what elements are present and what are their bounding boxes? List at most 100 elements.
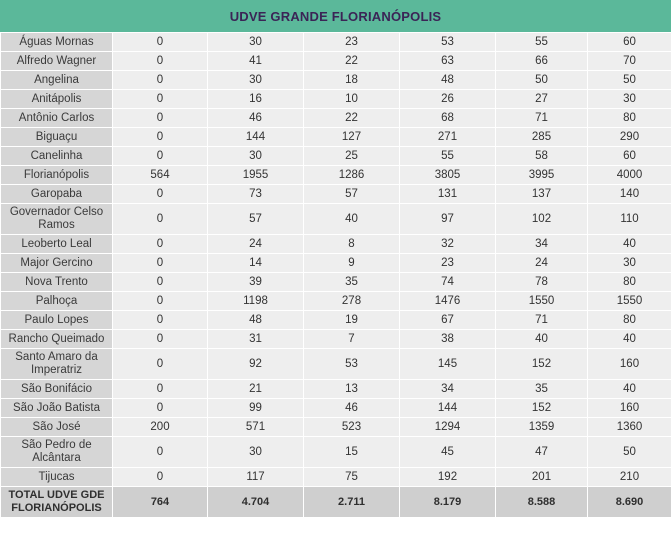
value-cell: 30 <box>207 32 304 52</box>
value-cell: 285 <box>495 127 588 147</box>
value-cell: 41 <box>207 51 304 71</box>
value-cell: 22 <box>303 108 400 128</box>
value-cell: 26 <box>399 89 496 109</box>
total-label-cell: TOTAL UDVE GDE FLORIANÓPOLIS <box>0 486 113 518</box>
value-cell: 48 <box>207 310 304 330</box>
value-cell: 152 <box>495 398 588 418</box>
value-cell: 0 <box>112 291 208 311</box>
value-cell: 0 <box>112 310 208 330</box>
value-cell: 40 <box>495 329 588 349</box>
municipality-name-cell: Major Gercino <box>0 253 113 273</box>
table-row: Governador Celso Ramos 0 57 40 97 102 110 <box>0 203 671 235</box>
value-cell: 34 <box>495 234 588 254</box>
municipality-name-cell: Nova Trento <box>0 272 113 292</box>
table-row: Rancho Queimado 0 31 7 38 40 40 <box>0 329 671 349</box>
value-cell: 1198 <box>207 291 304 311</box>
table-row: Santo Amaro da Imperatriz 0 92 53 145 152 160 <box>0 348 671 380</box>
value-cell: 564 <box>112 165 208 185</box>
value-cell: 30 <box>207 70 304 90</box>
value-cell: 63 <box>399 51 496 71</box>
value-cell: 46 <box>303 398 400 418</box>
municipality-name-cell: Paulo Lopes <box>0 310 113 330</box>
municipality-name-cell: Antônio Carlos <box>0 108 113 128</box>
value-cell: 0 <box>112 51 208 71</box>
table-row: Alfredo Wagner 0 41 22 63 66 70 <box>0 51 671 71</box>
table-row: Major Gercino 0 14 9 23 24 30 <box>0 253 671 273</box>
value-cell: 80 <box>587 108 671 128</box>
value-cell: 0 <box>112 272 208 292</box>
value-cell: 35 <box>495 379 588 399</box>
value-cell: 50 <box>587 70 671 90</box>
value-cell: 45 <box>399 436 496 468</box>
value-cell: 25 <box>303 146 400 166</box>
municipality-name-cell: Rancho Queimado <box>0 329 113 349</box>
table-row: Leoberto Leal 0 24 8 32 34 40 <box>0 234 671 254</box>
value-cell: 0 <box>112 70 208 90</box>
municipality-name-cell: São João Batista <box>0 398 113 418</box>
value-cell: 48 <box>399 70 496 90</box>
value-cell: 27 <box>495 89 588 109</box>
value-cell: 0 <box>112 436 208 468</box>
value-cell: 9 <box>303 253 400 273</box>
value-cell: 60 <box>587 32 671 52</box>
value-cell: 201 <box>495 467 588 487</box>
value-cell: 0 <box>112 108 208 128</box>
total-value-cell: 8.179 <box>399 486 496 518</box>
value-cell: 1476 <box>399 291 496 311</box>
value-cell: 40 <box>587 329 671 349</box>
table-row: Paulo Lopes 0 48 19 67 71 80 <box>0 310 671 330</box>
value-cell: 78 <box>495 272 588 292</box>
table-row: Canelinha 0 30 25 55 58 60 <box>0 146 671 166</box>
municipality-name-cell: Canelinha <box>0 146 113 166</box>
value-cell: 23 <box>303 32 400 52</box>
value-cell: 58 <box>495 146 588 166</box>
value-cell: 68 <box>399 108 496 128</box>
value-cell: 16 <box>207 89 304 109</box>
value-cell: 571 <box>207 417 304 437</box>
value-cell: 131 <box>399 184 496 204</box>
value-cell: 39 <box>207 272 304 292</box>
value-cell: 0 <box>112 467 208 487</box>
total-row: TOTAL UDVE GDE FLORIANÓPOLIS 764 4.704 2.71… <box>0 486 671 518</box>
value-cell: 140 <box>587 184 671 204</box>
table-row: São Pedro de Alcântara 0 30 15 45 47 50 <box>0 436 671 468</box>
total-value-cell: 4.704 <box>207 486 304 518</box>
value-cell: 22 <box>303 51 400 71</box>
value-cell: 47 <box>495 436 588 468</box>
value-cell: 0 <box>112 127 208 147</box>
value-cell: 160 <box>587 348 671 380</box>
municipality-name-cell: Anitápolis <box>0 89 113 109</box>
table-row: Antônio Carlos 0 46 22 68 71 80 <box>0 108 671 128</box>
value-cell: 145 <box>399 348 496 380</box>
value-cell: 31 <box>207 329 304 349</box>
municipality-name-cell: Palhoça <box>0 291 113 311</box>
municipality-name-cell: São José <box>0 417 113 437</box>
value-cell: 0 <box>112 253 208 273</box>
value-cell: 144 <box>207 127 304 147</box>
value-cell: 0 <box>112 398 208 418</box>
value-cell: 3805 <box>399 165 496 185</box>
value-cell: 67 <box>399 310 496 330</box>
value-cell: 0 <box>112 203 208 235</box>
value-cell: 1360 <box>587 417 671 437</box>
total-value-cell: 764 <box>112 486 208 518</box>
value-cell: 24 <box>495 253 588 273</box>
table-row: São Bonifácio 0 21 13 34 35 40 <box>0 379 671 399</box>
value-cell: 30 <box>587 253 671 273</box>
value-cell: 35 <box>303 272 400 292</box>
table-row: Anitápolis 0 16 10 26 27 30 <box>0 89 671 109</box>
value-cell: 53 <box>399 32 496 52</box>
table-row: São José 200 571 523 1294 1359 1360 <box>0 417 671 437</box>
value-cell: 55 <box>399 146 496 166</box>
municipality-name-cell: Garopaba <box>0 184 113 204</box>
value-cell: 0 <box>112 329 208 349</box>
value-cell: 32 <box>399 234 496 254</box>
value-cell: 14 <box>207 253 304 273</box>
value-cell: 50 <box>587 436 671 468</box>
value-cell: 53 <box>303 348 400 380</box>
value-cell: 523 <box>303 417 400 437</box>
table-row: Angelina 0 30 18 48 50 50 <box>0 70 671 90</box>
value-cell: 40 <box>303 203 400 235</box>
municipality-name-cell: Tijucas <box>0 467 113 487</box>
